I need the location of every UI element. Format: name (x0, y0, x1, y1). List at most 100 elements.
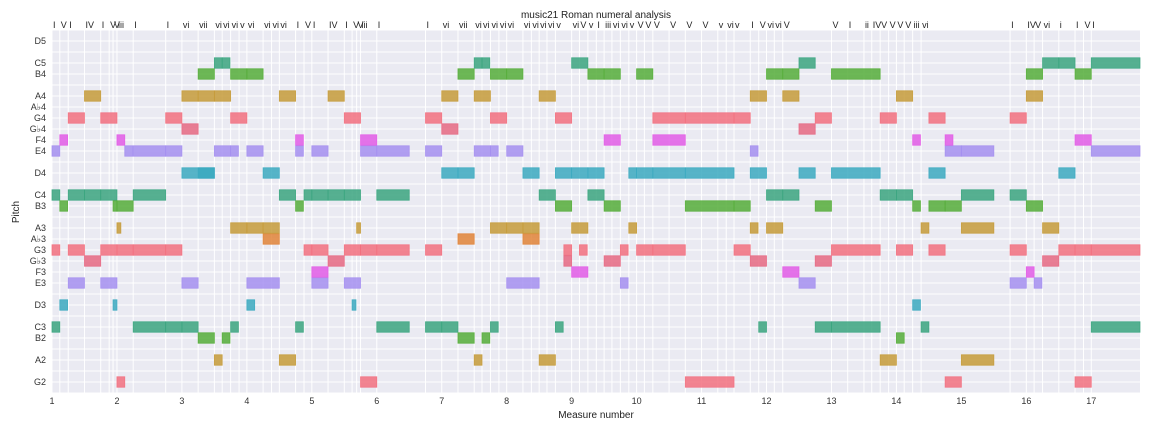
roman-numeral-label: iii (362, 20, 368, 30)
note-bar (603, 68, 621, 80)
note-bar (311, 145, 329, 157)
roman-numeral-label: i (1060, 20, 1062, 30)
x-tick-label: 15 (956, 396, 966, 406)
y-tick-label: G2 (34, 377, 46, 387)
note-bar (928, 244, 946, 256)
note-bar (1074, 134, 1092, 146)
note-bar (579, 244, 588, 256)
note-bar (749, 145, 759, 157)
note-bar (295, 145, 304, 157)
note-bar (619, 244, 629, 256)
note-bar (84, 90, 102, 102)
note-bar (920, 321, 930, 333)
note-bar (749, 90, 767, 102)
roman-numeral-label: I (1092, 20, 1095, 30)
note-bar (1074, 376, 1092, 388)
note-bar (311, 277, 329, 289)
note-bar (116, 200, 134, 212)
note-bar (311, 189, 329, 201)
roman-numeral-label: vi (1044, 20, 1051, 30)
note-bar (197, 90, 215, 102)
y-tick-label: E3 (35, 278, 46, 288)
note-bar (197, 167, 215, 179)
note-bar (181, 90, 199, 102)
y-tick-label: G4 (34, 113, 46, 123)
note-bar (425, 112, 443, 124)
note-bar (132, 189, 167, 201)
roman-numeral-label: vi (573, 20, 580, 30)
chart-title: music21 Roman numeral analysis (521, 10, 671, 21)
roman-numeral-label: V (670, 20, 676, 30)
roman-numeral-label: V (890, 20, 896, 30)
y-tick-label: A3 (35, 223, 46, 233)
y-tick-label: C4 (34, 190, 46, 200)
roman-numeral-label: vi (524, 20, 531, 30)
note-bar (538, 90, 556, 102)
x-tick-label: 14 (891, 396, 901, 406)
note-bar (1090, 57, 1141, 69)
note-bar (473, 57, 483, 69)
note-bar (295, 134, 304, 146)
roman-numeral-label: iii (914, 20, 920, 30)
x-tick-labels: 1 2 3 4 5 6 7 8 9 10 11 12 13 14 15 16 17 (49, 396, 1096, 406)
note-bar (59, 299, 68, 311)
note-bar (376, 145, 410, 157)
note-bar (814, 112, 832, 124)
note-bar (912, 200, 921, 212)
note-bar (1042, 255, 1060, 267)
note-bar (425, 321, 443, 333)
note-bar (766, 189, 784, 201)
x-tick-label: 2 (114, 396, 119, 406)
note-bar (213, 90, 232, 102)
roman-numeral-label: I (597, 20, 600, 30)
note-bar (571, 167, 589, 179)
note-bar (100, 277, 118, 289)
roman-numeral-label: I (297, 20, 300, 30)
note-bar (197, 332, 215, 344)
note-bar (506, 222, 524, 234)
roman-numeral-label: vi (475, 20, 482, 30)
note-bar (766, 68, 784, 80)
note-bar (181, 321, 199, 333)
note-bar (278, 90, 296, 102)
note-bar (262, 222, 280, 234)
note-bar (230, 68, 248, 80)
roman-numeral-label: V (703, 20, 709, 30)
note-bar (684, 112, 735, 124)
roman-numeral-label: V (638, 20, 644, 30)
note-bar (749, 222, 759, 234)
y-tick-labels: G2A2B2C3D3E3F3G♭3G3A♭3A3B3C4D4E4F4G♭4G4A… (30, 36, 46, 387)
note-bar (749, 255, 767, 267)
note-bar (960, 145, 995, 157)
y-tick-label: C5 (34, 58, 46, 68)
roman-numeral-label: V (686, 20, 692, 30)
y-tick-label: B3 (35, 201, 46, 211)
note-bar (636, 68, 654, 80)
note-bar (522, 167, 540, 179)
roman-numeral-label: IV (85, 20, 94, 30)
roman-numeral-label: vi (500, 20, 507, 30)
note-bar (59, 200, 68, 212)
y-tick-label: A♭4 (31, 102, 46, 112)
note-bar (652, 112, 686, 124)
note-bar (782, 266, 800, 278)
x-tick-label: 16 (1021, 396, 1031, 406)
roman-numeral-label: vii (459, 20, 468, 30)
note-bar (457, 332, 475, 344)
note-bar (563, 255, 573, 267)
note-bar (538, 189, 556, 201)
note-bar (896, 90, 914, 102)
note-bar (587, 68, 605, 80)
note-bar (628, 222, 637, 234)
note-bar (1042, 57, 1060, 69)
y-tick-label: G3 (34, 245, 46, 255)
roman-numeral-label: V (760, 20, 766, 30)
note-bar (221, 332, 231, 344)
note-bar (1090, 244, 1141, 256)
note-bar (59, 134, 68, 146)
roman-numeral-label: V (905, 20, 911, 30)
note-bar (684, 167, 735, 179)
note-bar (636, 244, 654, 256)
note-bar (896, 332, 905, 344)
